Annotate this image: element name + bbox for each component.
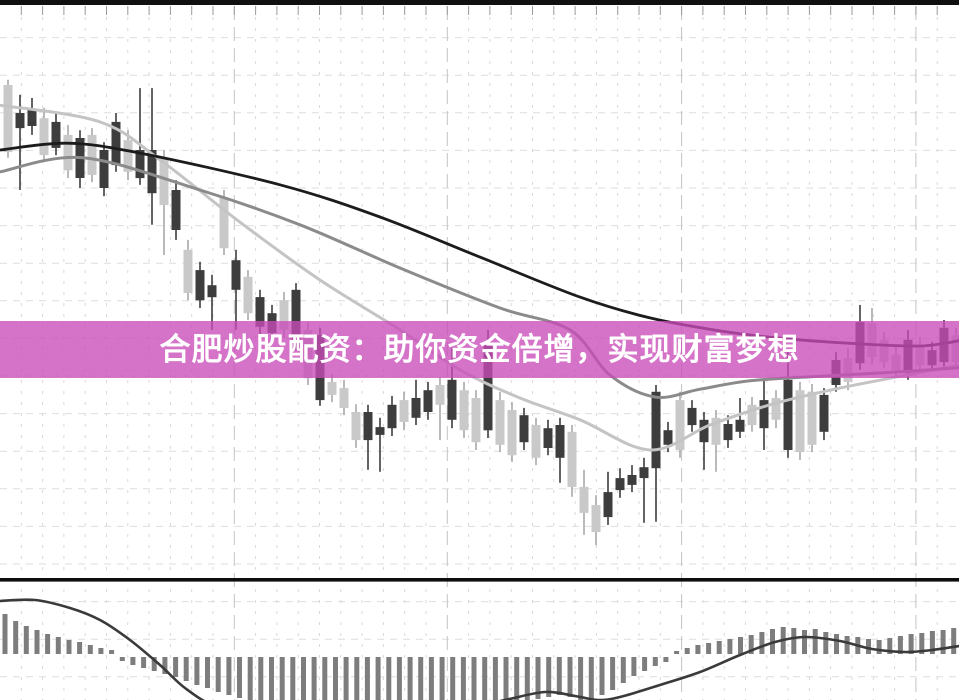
panel-separator xyxy=(0,578,959,582)
promo-banner-text: 合肥炒股配资：助你资金倍增，实现财富梦想 xyxy=(159,332,800,367)
promo-banner: 合肥炒股配资：助你资金倍增，实现财富梦想 xyxy=(0,321,959,378)
top-bar xyxy=(0,0,959,5)
macd-signal-line xyxy=(0,598,959,700)
